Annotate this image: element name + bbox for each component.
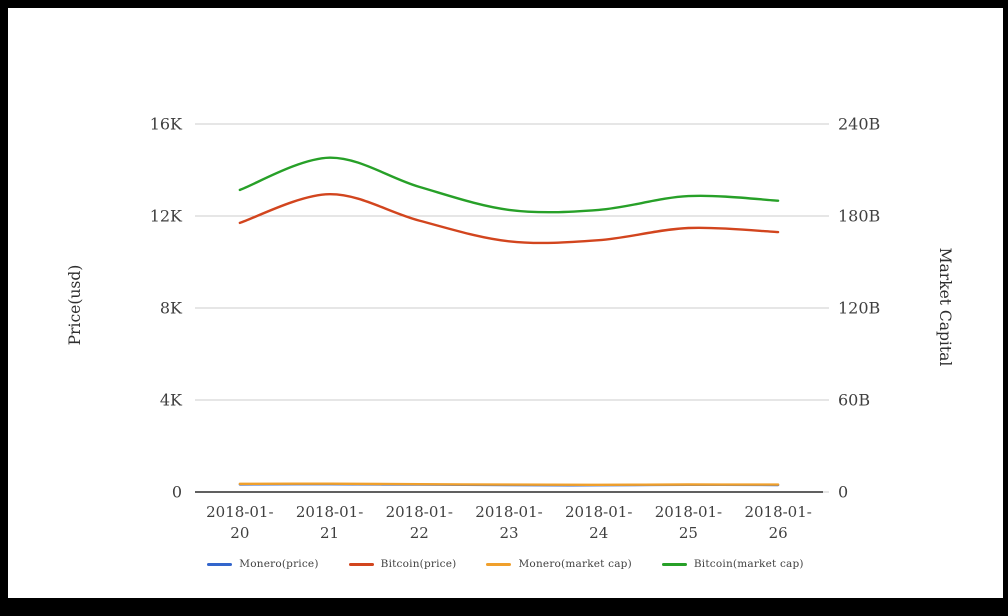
right-axis-tick-label: 180B [838, 207, 880, 226]
legend-item-bitcoin-market-cap[interactable]: Bitcoin(market cap) [661, 558, 804, 570]
legend-line-marker-icon [486, 562, 512, 566]
left-axis-tick-label: 8K [160, 299, 183, 318]
legend-item-monero-market-cap[interactable]: Monero(market cap) [486, 558, 632, 570]
x-axis-label: 2018-01-23 [475, 503, 542, 542]
x-axis-label: 2018-01-22 [386, 503, 453, 542]
right-axis-tick-label: 0 [838, 483, 848, 502]
legend-line-marker-icon [348, 562, 374, 566]
right-axis-name: Market Capital [936, 248, 954, 367]
series-line-monero-market-cap [238, 482, 780, 487]
x-axis-label: 2018-01-20 [206, 503, 273, 542]
x-axis-label: 2018-01-26 [744, 503, 811, 542]
legend-item-bitcoin-price[interactable]: Bitcoin(price) [348, 558, 457, 570]
legend-label: Monero(price) [239, 558, 319, 570]
left-axis-name: Price(usd) [66, 265, 84, 346]
chart-canvas: Price(usd) Market Capital 0 0 4K 60B 8K 120B 1… [8, 8, 1003, 598]
left-axis-tick-label: 16K [150, 115, 183, 134]
legend-label: Bitcoin(price) [380, 558, 457, 570]
line-chart: Price(usd) Market Capital 0 0 4K 60B 8K 120B 1… [66, 115, 954, 543]
legend-item-monero-price[interactable]: Monero(price) [207, 558, 318, 570]
right-axis-tick-label: 60B [838, 391, 870, 410]
left-axis-tick-label: 12K [150, 207, 183, 226]
x-axis-label: 2018-01-24 [565, 503, 632, 542]
right-axis-tick-label: 240B [838, 115, 880, 134]
legend-label: Bitcoin(market cap) [693, 558, 804, 570]
series-line-bitcoin-market-cap [238, 156, 780, 214]
x-axis-label: 2018-01-25 [655, 503, 722, 542]
left-axis-tick-label: 4K [160, 391, 183, 410]
left-axis-tick-label: 0 [172, 483, 182, 502]
chart-legend: Monero(price) Bitcoin(price) Monero(market… [8, 558, 1003, 570]
series-line-bitcoin-price [238, 192, 780, 245]
legend-line-marker-icon [661, 562, 687, 566]
legend-line-marker-icon [207, 562, 233, 566]
legend-label: Monero(market cap) [518, 558, 632, 570]
right-axis-tick-label: 120B [838, 299, 880, 318]
x-axis-label: 2018-01-21 [296, 503, 363, 542]
